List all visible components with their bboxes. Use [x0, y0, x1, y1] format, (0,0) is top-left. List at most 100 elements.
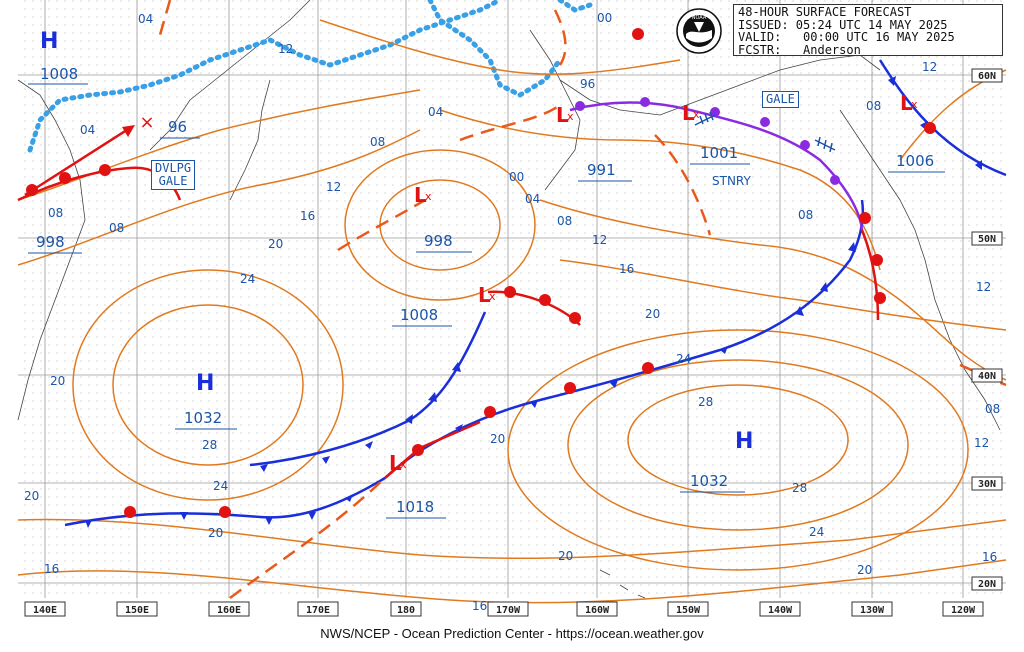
high-center-value: 1008 [40, 65, 78, 83]
isobar-label: 08 [798, 208, 813, 222]
longitude-label: 140W [768, 605, 793, 616]
longitude-label: 120W [951, 605, 976, 616]
high-center-value: 1032 [690, 472, 728, 490]
longitude-label: 150E [125, 605, 149, 616]
latitude-label: 50N [978, 234, 996, 245]
isobar-label: 08 [370, 135, 385, 149]
low-center-x: x [489, 290, 496, 303]
high-center-symbol: H [196, 371, 214, 396]
troughs [158, 0, 1007, 599]
warning-line: GALE [158, 174, 188, 188]
isobar-label: 20 [50, 374, 65, 388]
forecast-header: 48-HOUR SURFACE FORECAST ISSUED: 05:24 U… [733, 4, 1003, 56]
header-title: 48-HOUR SURFACE FORECAST [738, 5, 912, 19]
isobar-label: 24 [676, 352, 691, 366]
high-center-value: 1032 [184, 409, 222, 427]
longitude-label: 170W [496, 605, 521, 616]
isobar-label: 96 [580, 77, 595, 91]
cold-front-main [384, 199, 865, 479]
low-center-symbol: L [682, 101, 695, 125]
high-center-symbol: H [735, 429, 753, 454]
isobar-label: 04 [525, 192, 540, 206]
isobar-label: 12 [326, 180, 341, 194]
latitude-label: 20N [978, 579, 996, 590]
coastlines [17, 0, 1001, 599]
isobar-label: 24 [213, 479, 228, 493]
isobar-label: 16 [300, 209, 315, 223]
isobar-label: 08 [48, 206, 63, 220]
isobar-label: 20 [645, 307, 660, 321]
isobar-label: 28 [792, 481, 807, 495]
logo-text: NOAA [692, 15, 707, 21]
longitude-label: 140E [33, 605, 57, 616]
isobar-label: 20 [24, 489, 39, 503]
isobars [17, 19, 1007, 604]
isobar-label: 12 [976, 280, 991, 294]
isobar-label: 12 [278, 42, 293, 56]
ice-edge [27, 0, 593, 153]
isobar-label: 24 [240, 272, 255, 286]
isobar-label: 04 [80, 123, 95, 137]
isobar-label: 12 [592, 233, 607, 247]
isobar-label: 28 [202, 438, 217, 452]
isobar-label: 20 [268, 237, 283, 251]
storm-track: × [24, 112, 155, 197]
isobar-label: 00 [597, 11, 612, 25]
isobar-label: 08 [557, 214, 572, 228]
cold-front-triangles [85, 76, 982, 528]
low-center-symbol: L [900, 91, 913, 115]
low-center-x: x [425, 190, 432, 203]
credit-line: NWS/NCEP - Ocean Prediction Center - htt… [320, 626, 704, 641]
header-valid: VALID: 00:00 UTC 16 MAY 2025 [738, 30, 955, 44]
isobar-labels: 04 04 04 04 08 08 08 08 08 08 08 12 12 1… [24, 11, 1000, 613]
header-issued: ISSUED: 05:24 UTC 14 MAY 2025 [738, 17, 948, 32]
isobar-label: 16 [982, 550, 997, 564]
developing-gale-warning: DVLPG GALE [151, 160, 196, 190]
isobar-label: 12 [922, 60, 937, 74]
longitude-label: 180 [397, 605, 415, 616]
low-center-symbol: L [389, 451, 402, 475]
isobar-label: 24 [809, 525, 824, 539]
latitude-label: 30N [978, 479, 996, 490]
warm-front-semicircles [26, 28, 936, 518]
low-center-symbol: L [414, 183, 427, 207]
isobar-label: 20 [558, 549, 573, 563]
low-center-symbol: L [478, 283, 491, 307]
low-center-x: x [911, 98, 918, 111]
warning-line: DVLPG [155, 161, 192, 175]
wind-barbs [694, 111, 836, 153]
isobar-label: 04 [428, 105, 443, 119]
low-center-x: x [400, 458, 407, 471]
isobar-label: 28 [698, 395, 713, 409]
longitude-label: 150W [676, 605, 701, 616]
low-center-value: 1008 [400, 306, 438, 324]
isobar-label: 00 [509, 170, 524, 184]
isobar-label: 08 [109, 221, 124, 235]
isobar-label: 16 [472, 599, 487, 613]
low-center-x: x [567, 110, 574, 123]
isobar-label: 08 [985, 402, 1000, 416]
isobar-label: 16 [44, 562, 59, 576]
longitude-labels: 140E 150E 160E 170E 180 170W 160W 150W 1… [24, 601, 984, 617]
low-center-value: 998 [424, 232, 453, 250]
longitude-label: 160E [217, 605, 241, 616]
latitude-label: 60N [978, 71, 996, 82]
low-center-value: 1001 [700, 144, 738, 162]
longitude-label: 160W [585, 605, 610, 616]
warm-front-coast [860, 229, 880, 321]
isobar-label: 08 [866, 99, 881, 113]
isobar-label: 20 [490, 432, 505, 446]
low-center-value: 1018 [396, 498, 434, 516]
isobar-label: 04 [138, 12, 153, 26]
longitude-label: 130W [860, 605, 885, 616]
isobar-label: 20 [208, 526, 223, 540]
latitude-labels: 60N 50N 40N 30N 20N [971, 68, 1003, 591]
gale-warning: GALE [762, 91, 799, 108]
noaa-logo-icon: NOAA [676, 8, 722, 54]
occluded-symbols [575, 97, 840, 185]
header-forecaster: FCSTR: Anderson [738, 42, 861, 57]
low-center-value: 998 [36, 233, 65, 251]
pressure-centers: H 1008 H 1032 H 1032 L x 998 998 L x 991… [28, 29, 945, 519]
low-center-symbol: L [556, 103, 569, 127]
